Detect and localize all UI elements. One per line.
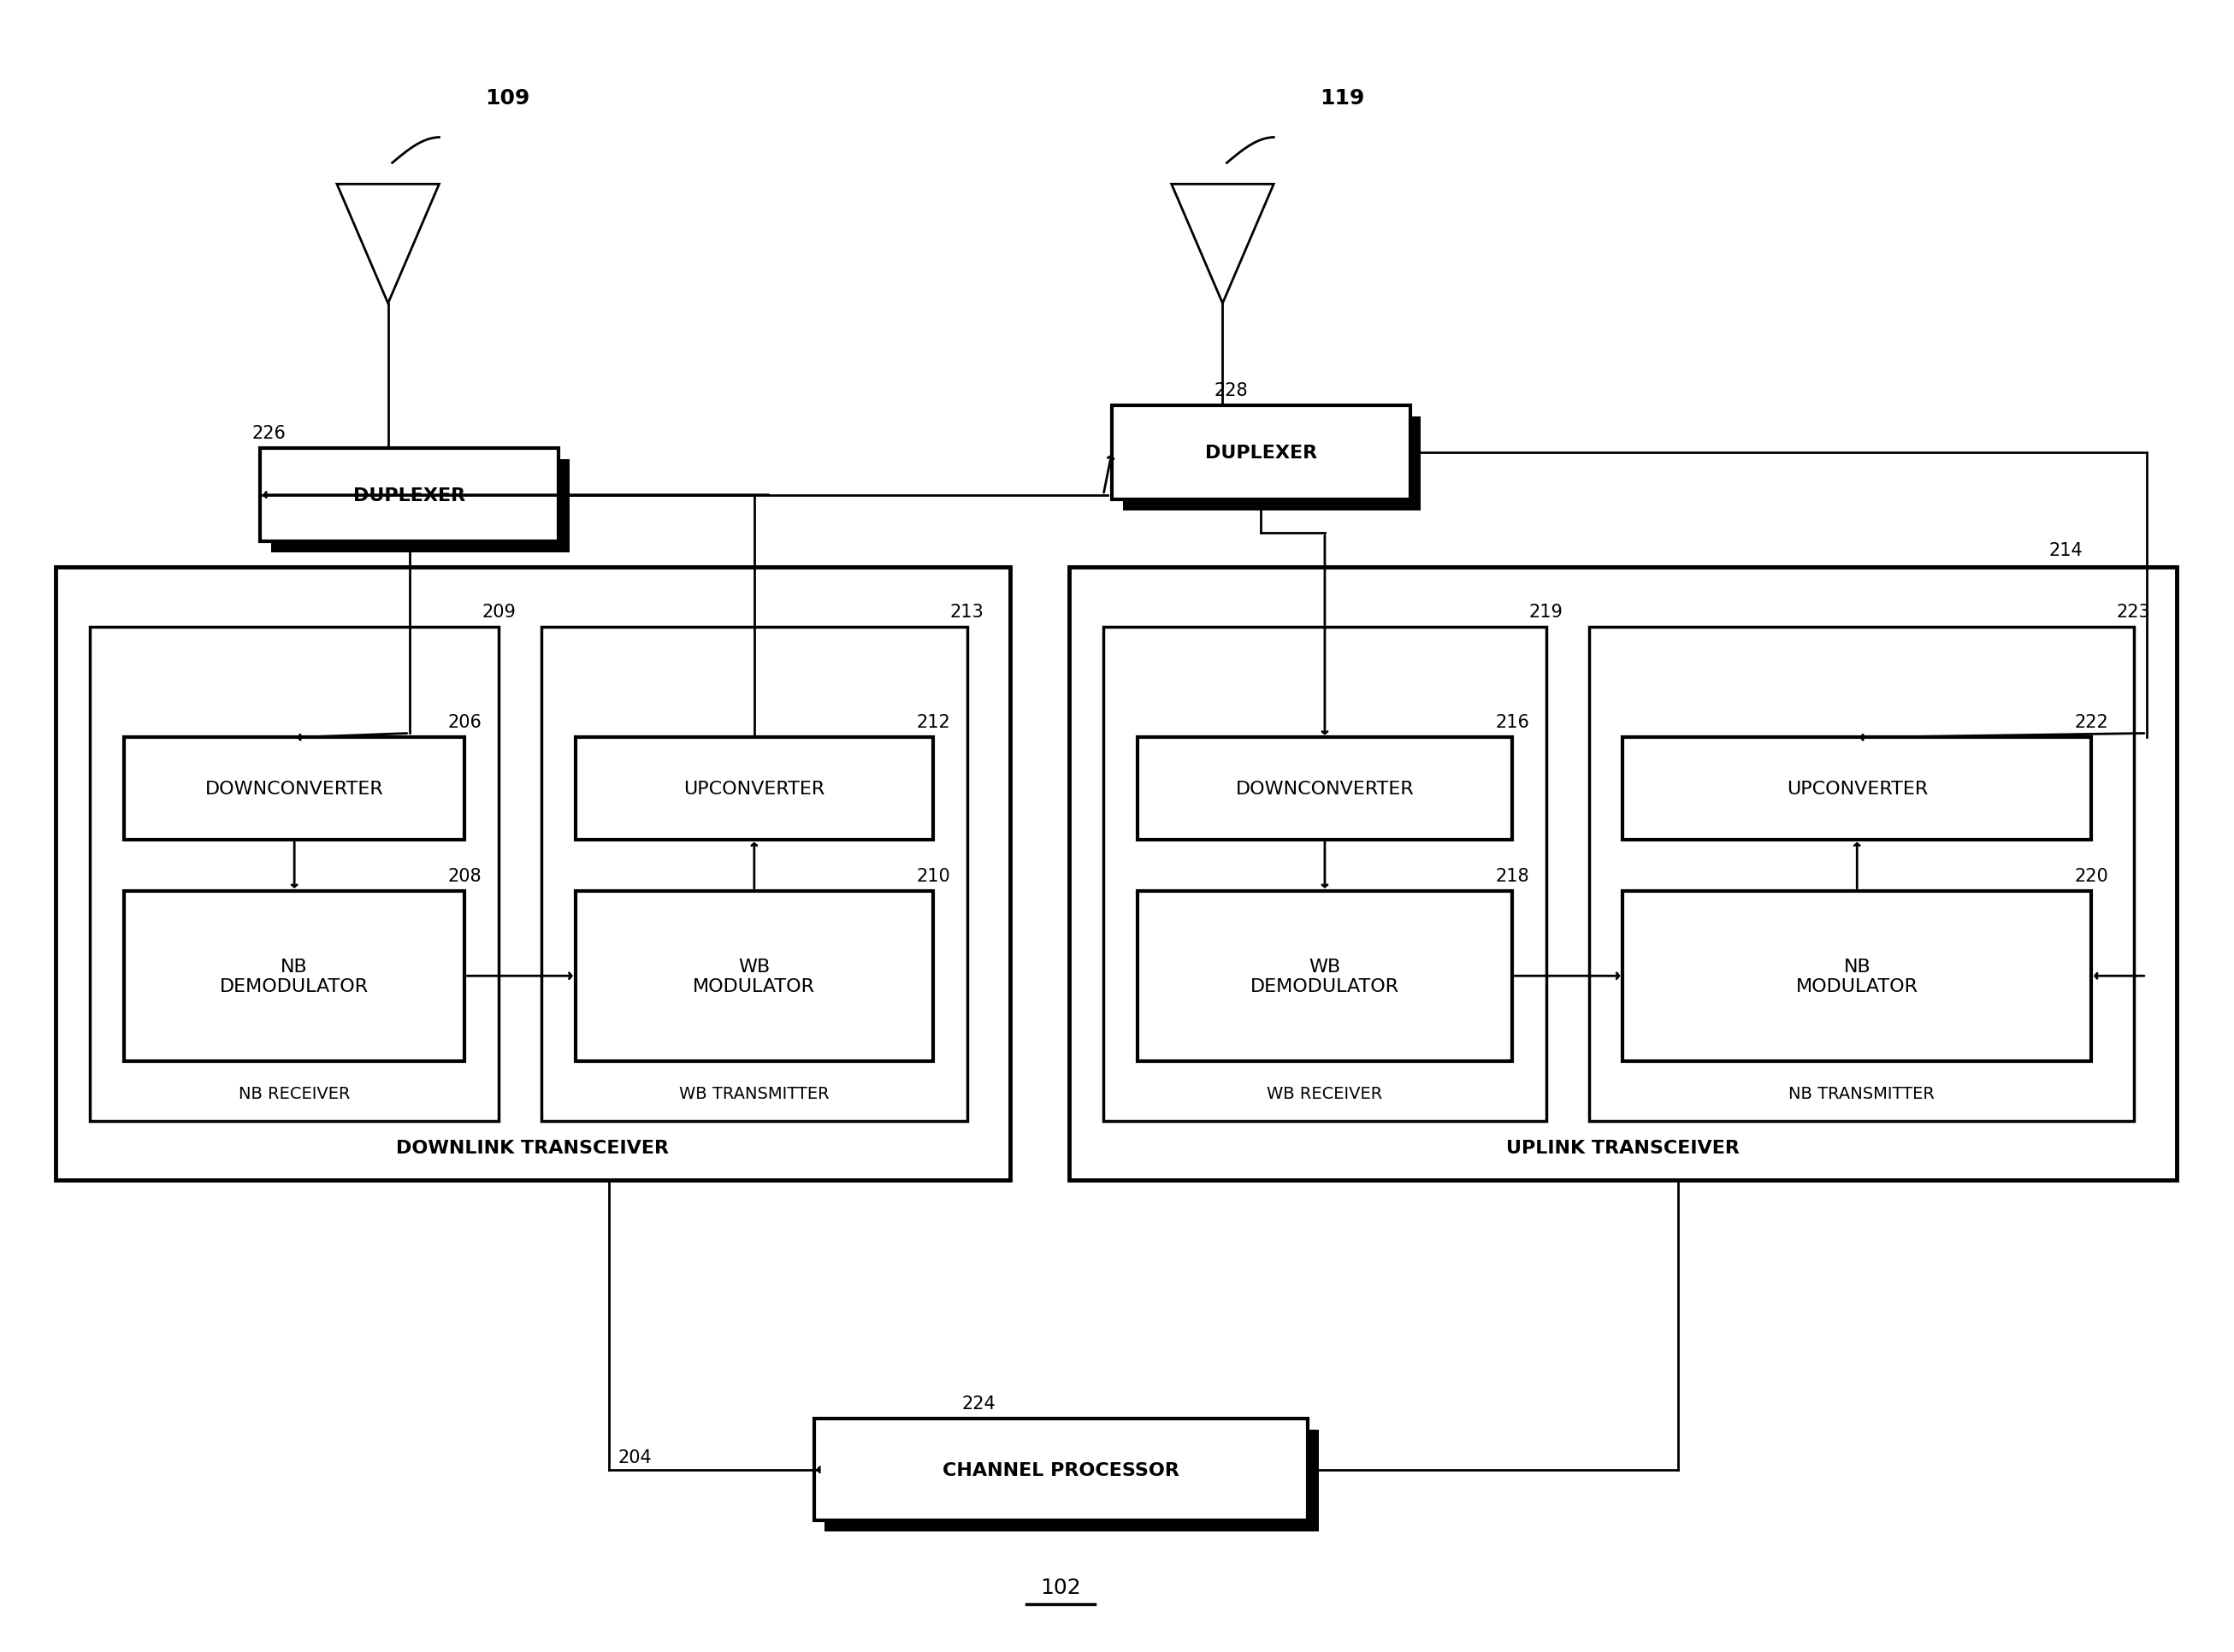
Text: DOWNCONVERTER: DOWNCONVERTER <box>1235 780 1414 798</box>
Text: WB RECEIVER: WB RECEIVER <box>1267 1085 1383 1102</box>
FancyBboxPatch shape <box>1070 568 2176 1181</box>
Text: 209: 209 <box>483 603 516 621</box>
FancyBboxPatch shape <box>541 628 967 1120</box>
FancyBboxPatch shape <box>1622 890 2091 1061</box>
Text: 109: 109 <box>485 88 529 109</box>
FancyBboxPatch shape <box>1104 628 1546 1120</box>
Text: 119: 119 <box>1320 88 1365 109</box>
Text: 218: 218 <box>1495 867 1528 884</box>
FancyBboxPatch shape <box>1124 416 1421 510</box>
FancyBboxPatch shape <box>576 890 934 1061</box>
Text: 212: 212 <box>916 714 949 732</box>
Text: NB TRANSMITTER: NB TRANSMITTER <box>1787 1085 1935 1102</box>
Text: 216: 216 <box>1495 714 1530 732</box>
Text: 208: 208 <box>447 867 483 884</box>
Text: 223: 223 <box>2118 603 2151 621</box>
FancyBboxPatch shape <box>1137 890 1512 1061</box>
Text: 224: 224 <box>963 1394 996 1412</box>
FancyBboxPatch shape <box>1137 738 1512 839</box>
FancyBboxPatch shape <box>1622 738 2091 839</box>
Text: 219: 219 <box>1528 603 1564 621</box>
Text: 226: 226 <box>252 425 286 441</box>
Text: NB RECEIVER: NB RECEIVER <box>239 1085 351 1102</box>
Text: DOWNCONVERTER: DOWNCONVERTER <box>206 780 384 798</box>
Text: DUPLEXER: DUPLEXER <box>353 487 465 504</box>
FancyBboxPatch shape <box>1113 406 1410 499</box>
Text: NB
DEMODULATOR: NB DEMODULATOR <box>219 958 369 995</box>
Text: UPLINK TRANSCEIVER: UPLINK TRANSCEIVER <box>1506 1140 1740 1156</box>
Text: 102: 102 <box>1041 1578 1081 1597</box>
Text: 204: 204 <box>617 1449 652 1465</box>
FancyBboxPatch shape <box>813 1419 1307 1521</box>
FancyBboxPatch shape <box>125 890 465 1061</box>
FancyBboxPatch shape <box>125 738 465 839</box>
Text: 210: 210 <box>916 867 949 884</box>
Text: CHANNEL PROCESSOR: CHANNEL PROCESSOR <box>943 1462 1180 1479</box>
Text: 213: 213 <box>949 603 985 621</box>
Text: 206: 206 <box>447 714 483 732</box>
FancyBboxPatch shape <box>576 738 934 839</box>
FancyBboxPatch shape <box>261 449 558 542</box>
FancyBboxPatch shape <box>270 459 570 553</box>
Text: 214: 214 <box>2049 542 2082 560</box>
Text: 220: 220 <box>2073 867 2109 884</box>
Text: 228: 228 <box>1213 382 1249 400</box>
Text: DOWNLINK TRANSCEIVER: DOWNLINK TRANSCEIVER <box>395 1140 670 1156</box>
Text: WB TRANSMITTER: WB TRANSMITTER <box>679 1085 829 1102</box>
Text: UPCONVERTER: UPCONVERTER <box>1787 780 1928 798</box>
Text: 222: 222 <box>2073 714 2109 732</box>
Text: WB
DEMODULATOR: WB DEMODULATOR <box>1251 958 1398 995</box>
FancyBboxPatch shape <box>1588 628 2133 1120</box>
FancyBboxPatch shape <box>56 568 1010 1181</box>
Text: WB
MODULATOR: WB MODULATOR <box>693 958 815 995</box>
Text: NB
MODULATOR: NB MODULATOR <box>1796 958 1919 995</box>
FancyBboxPatch shape <box>824 1429 1318 1531</box>
Text: DUPLEXER: DUPLEXER <box>1204 444 1318 461</box>
Text: UPCONVERTER: UPCONVERTER <box>684 780 824 798</box>
FancyBboxPatch shape <box>89 628 498 1120</box>
